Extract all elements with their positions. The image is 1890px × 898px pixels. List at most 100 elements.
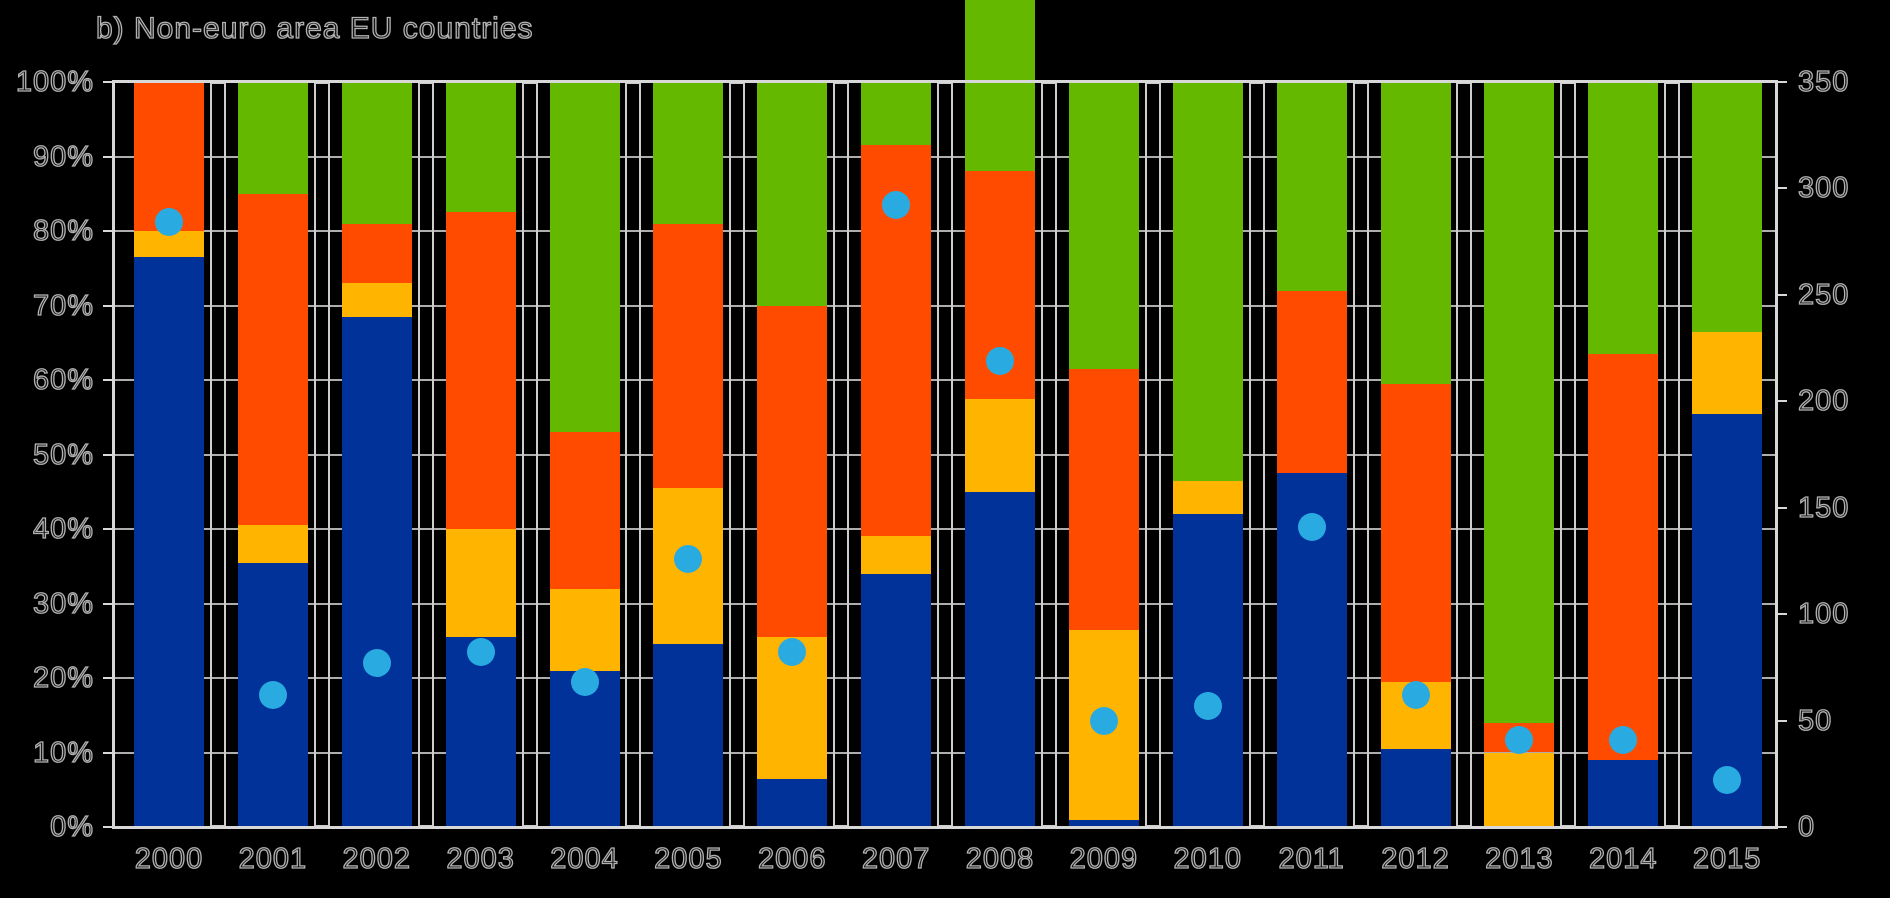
- bar-2000-red-segment: [134, 82, 204, 231]
- bar-2005-blue-bottom-segment: [653, 644, 724, 827]
- chart-title: b) Non-euro area EU countries: [95, 11, 534, 45]
- category-separator-2002-2003: [417, 82, 434, 827]
- bar-2015-green-top-segment: [1692, 82, 1763, 332]
- gridline-40pct: [114, 528, 1776, 530]
- dot-marker-2006: [778, 638, 807, 667]
- right-axis-tick-150: [1776, 506, 1787, 509]
- gridline-80pct: [114, 230, 1776, 232]
- bar-2001-green-top-segment: [237, 82, 308, 194]
- gridline-60pct: [114, 379, 1776, 381]
- right-axis-label-100: 100: [1797, 597, 1850, 631]
- dot-marker-2004: [570, 668, 599, 697]
- x-axis-label-2008: 2008: [965, 842, 1035, 875]
- left-axis-tick-100%: [103, 81, 114, 83]
- bar-2010-green-top-segment: [1172, 82, 1243, 481]
- category-separator-2012-2013: [1456, 82, 1473, 827]
- left-axis-label-100%: 100%: [15, 65, 94, 98]
- dot-marker-2005: [674, 544, 703, 573]
- left-axis-label-40%: 40%: [32, 512, 94, 545]
- bar-2014-red-segment: [1588, 353, 1659, 760]
- category-separator-2010-2011: [1248, 82, 1265, 827]
- bar-2004-green-top-segment: [549, 82, 620, 433]
- dot-marker-2014: [1609, 725, 1638, 754]
- right-axis-tick-100: [1776, 613, 1787, 616]
- plot-border-left: [112, 82, 115, 827]
- category-separator-2009-2010: [1144, 82, 1161, 827]
- left-axis-label-60%: 60%: [32, 363, 94, 396]
- right-axis-label-300: 300: [1797, 172, 1850, 205]
- bar-2003-red-segment: [445, 212, 516, 529]
- x-axis-label-2007: 2007: [861, 842, 931, 875]
- left-axis-tick-40%: [103, 528, 114, 530]
- left-axis-tick-20%: [103, 677, 114, 679]
- category-separator-2001-2002: [313, 82, 330, 827]
- left-axis-label-10%: 10%: [32, 736, 94, 769]
- bar-2012-red-segment: [1380, 383, 1451, 682]
- bar-2007-blue-bottom-segment: [861, 573, 932, 827]
- left-axis-tick-10%: [103, 751, 114, 754]
- bar-2011-red-segment: [1276, 290, 1347, 474]
- right-axis-label-250: 250: [1797, 278, 1850, 311]
- x-axis-label-2010: 2010: [1173, 842, 1242, 875]
- bar-2014-blue-bottom-segment: [1588, 759, 1659, 827]
- x-axis-label-2003: 2003: [446, 842, 515, 875]
- category-separator-2004-2005: [625, 82, 642, 827]
- bar-2006-red-segment: [757, 305, 828, 638]
- x-axis-label-2015: 2015: [1692, 842, 1762, 875]
- bar-2008-green-top-segment: [965, 0, 1035, 172]
- bar-2010-blue-bottom-segment: [1172, 514, 1243, 827]
- left-axis-tick-30%: [103, 602, 114, 605]
- dot-marker-2007: [882, 191, 911, 220]
- bar-2006-green-top-segment: [757, 82, 828, 306]
- x-axis-label-2013: 2013: [1484, 842, 1554, 875]
- category-separator-2003-2004: [521, 82, 538, 827]
- bar-2013-green-top-segment: [1484, 82, 1555, 723]
- category-separator-2005-2006: [729, 82, 746, 827]
- dot-marker-2009: [1089, 706, 1118, 735]
- bar-2002-blue-bottom-segment: [341, 316, 412, 827]
- plot-border-top: [112, 80, 1778, 83]
- left-axis-tick-50%: [103, 453, 114, 456]
- bar-2010-yellow-segment: [1172, 480, 1243, 515]
- bar-2013-yellow-segment: [1484, 752, 1555, 827]
- bar-2009-red-segment: [1068, 368, 1139, 630]
- gridline-10pct: [114, 751, 1776, 754]
- bar-2003-green-top-segment: [445, 82, 516, 213]
- bar-2008-blue-bottom-segment: [965, 491, 1035, 827]
- right-axis-label-50: 50: [1797, 704, 1833, 737]
- bar-2002-red-segment: [341, 223, 412, 284]
- x-axis-label-2006: 2006: [757, 842, 827, 875]
- left-axis-tick-90%: [103, 155, 114, 158]
- bar-2009-green-top-segment: [1068, 82, 1139, 369]
- dot-marker-2001: [258, 681, 287, 710]
- right-axis-tick-250: [1776, 293, 1787, 296]
- left-axis-label-70%: 70%: [32, 289, 94, 322]
- bar-2008-yellow-segment: [965, 398, 1035, 492]
- left-axis-label-50%: 50%: [32, 438, 94, 471]
- plot-border-bottom: [112, 826, 1778, 829]
- bar-2009-blue-bottom-segment: [1068, 819, 1139, 827]
- category-separator-2000-2001: [209, 82, 226, 827]
- right-axis-tick-0: [1776, 826, 1787, 828]
- left-axis-label-20%: 20%: [32, 661, 94, 694]
- category-separator-2013-2014: [1560, 82, 1577, 827]
- right-axis-tick-200: [1776, 400, 1787, 403]
- bar-2001-yellow-segment: [237, 525, 308, 563]
- dot-marker-2012: [1401, 681, 1430, 710]
- dot-marker-2000: [155, 208, 183, 237]
- bar-2007-green-top-segment: [861, 82, 932, 146]
- gridline-30pct: [114, 602, 1776, 605]
- dot-marker-2010: [1193, 691, 1222, 720]
- bar-2014-green-top-segment: [1588, 82, 1659, 354]
- x-axis-label-2014: 2014: [1588, 842, 1658, 875]
- right-axis-label-0: 0: [1797, 810, 1816, 843]
- left-axis-tick-60%: [103, 379, 114, 381]
- bar-2012-green-top-segment: [1380, 82, 1451, 384]
- right-axis-tick-50: [1776, 719, 1787, 722]
- x-axis-label-2005: 2005: [653, 842, 723, 875]
- right-axis-tick-300: [1776, 187, 1787, 190]
- right-axis-tick-350: [1776, 81, 1787, 83]
- bar-2015-blue-bottom-segment: [1692, 413, 1763, 827]
- x-axis-label-2001: 2001: [238, 842, 308, 875]
